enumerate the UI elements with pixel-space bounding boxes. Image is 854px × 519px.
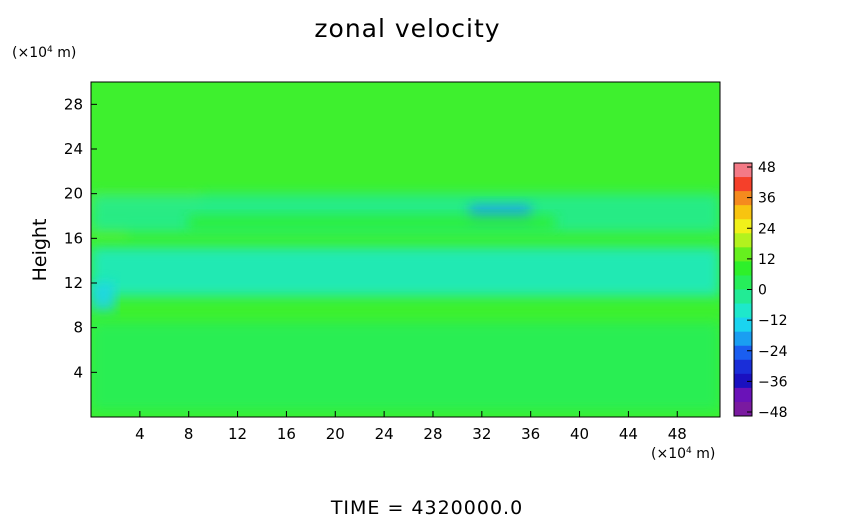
x-tick-label: 4 — [135, 425, 145, 443]
x-tick-label: 20 — [326, 425, 345, 443]
colorbar-segment — [734, 219, 752, 234]
colorbar-label: 24 — [758, 221, 776, 237]
colorbar-segment — [734, 163, 752, 178]
colorbar-segment — [734, 205, 752, 220]
y-tick-label: 4 — [73, 363, 83, 381]
colorbar-segment — [734, 289, 752, 305]
x-tick-label: 48 — [668, 425, 687, 443]
x-tick-label: 44 — [619, 425, 638, 443]
colorbar-segment — [734, 359, 752, 375]
heatmap-region — [91, 247, 720, 297]
colorbar-label: −12 — [758, 313, 788, 329]
colorbar-segment — [734, 373, 752, 389]
colorbar-segment — [734, 247, 752, 262]
colorbar-label: −24 — [758, 344, 788, 360]
y-axis: 4 8 12 16 20 24 28 — [64, 95, 97, 381]
y-tick-label: 28 — [64, 95, 83, 113]
x-tick-label: 36 — [521, 425, 540, 443]
x-tick-label: 8 — [184, 425, 194, 443]
y-tick-label: 16 — [64, 229, 83, 247]
colorbar-segment — [734, 275, 752, 290]
colorbar-segment — [734, 177, 752, 192]
colorbar-label: 12 — [758, 252, 776, 268]
colorbar-segment — [734, 345, 752, 361]
colorbar-segment — [734, 317, 752, 333]
y-tick-label: 8 — [73, 319, 83, 337]
colorbar-segment — [734, 191, 752, 206]
x-tick-label: 16 — [277, 425, 296, 443]
heatmap-region — [91, 283, 116, 311]
chart-title: zonal velocity — [314, 14, 501, 43]
x-axis-unit: (×104 m) — [651, 446, 716, 462]
colorbar-segment — [734, 331, 752, 347]
colorbar-segment — [734, 401, 752, 417]
heatmap-region — [91, 322, 720, 412]
y-tick-label: 24 — [64, 140, 83, 158]
colorbar-segment — [734, 233, 752, 248]
colorbar-segment — [734, 303, 752, 319]
y-axis-unit: (×104 m) — [12, 45, 77, 61]
x-axis: 4 8 12 16 20 24 28 32 36 40 44 48 — [135, 411, 687, 443]
x-tick-label: 12 — [228, 425, 247, 443]
colorbar-label: 0 — [758, 283, 767, 299]
heatmap-region — [188, 216, 556, 230]
colorbar-label: 48 — [758, 160, 776, 176]
colorbar-segment — [734, 261, 752, 276]
x-tick-label: 24 — [375, 425, 394, 443]
x-tick-label: 40 — [570, 425, 589, 443]
colorbar: 48 36 24 12 0 −12 −24 −36 −48 — [733, 160, 788, 421]
heatmap-field — [91, 193, 720, 412]
colorbar-label: −48 — [758, 405, 788, 421]
colorbar-label: 36 — [758, 191, 776, 207]
x-tick-label: 28 — [423, 425, 442, 443]
plot-frame — [90, 81, 721, 418]
x-tick-label: 32 — [472, 425, 491, 443]
y-tick-label: 12 — [64, 274, 83, 292]
colorbar-segment — [734, 387, 752, 403]
time-label: TIME = 4320000.0 — [330, 497, 524, 519]
y-tick-label: 20 — [64, 185, 83, 203]
colorbar-label: −36 — [758, 374, 788, 390]
